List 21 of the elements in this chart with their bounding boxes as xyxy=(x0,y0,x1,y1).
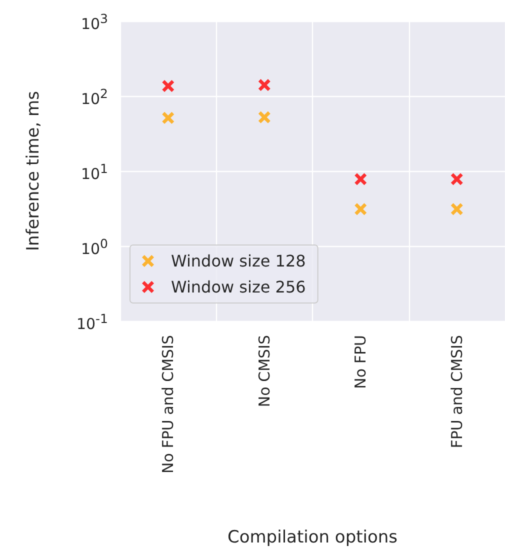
y-tick-label: 10$^{3}$ xyxy=(80,11,108,33)
point xyxy=(450,173,463,186)
point xyxy=(162,80,174,92)
point xyxy=(258,111,270,124)
x-tick-label: FPU and CMSIS xyxy=(448,335,466,448)
legend-label: Window size 128 xyxy=(171,252,306,270)
x-tick-label: No FPU and CMSIS xyxy=(159,335,178,474)
y-tick-label: 10$^{2}$ xyxy=(80,86,108,108)
y-tick-label: 10$^{1}$ xyxy=(80,161,108,183)
point xyxy=(162,112,174,124)
x-tick-label: No CMSIS xyxy=(255,335,274,408)
x-axis-title: Compilation options xyxy=(227,528,398,548)
point xyxy=(354,203,367,216)
point xyxy=(450,203,463,216)
x-tick-label: No FPU xyxy=(352,335,370,389)
point xyxy=(258,79,270,92)
point xyxy=(354,173,367,186)
y-tick-label: 10$^{0}$ xyxy=(80,236,108,258)
y-axis-title: Inference time, ms xyxy=(24,90,44,251)
legend-label: Window size 256 xyxy=(171,278,306,296)
y-tick-label: 10$^{-1}$ xyxy=(76,311,108,333)
